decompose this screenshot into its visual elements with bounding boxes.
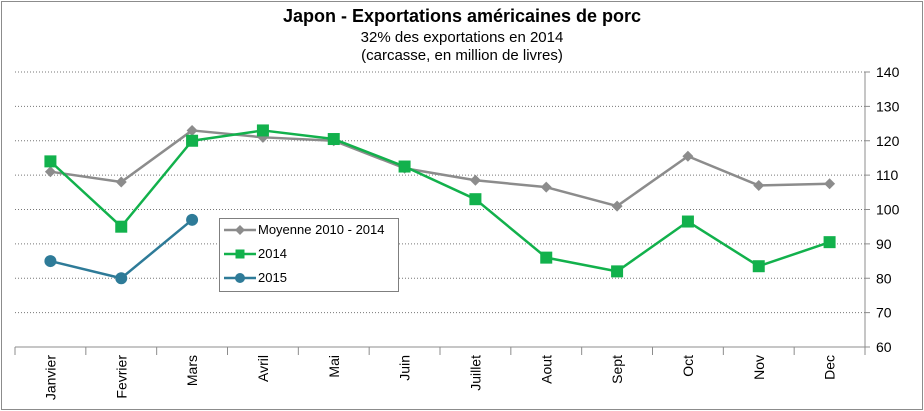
chart-subtitle: 32% des exportations en 2014	[360, 29, 564, 46]
y-tick-label: 120	[876, 133, 900, 149]
y-tick-label: 70	[876, 305, 892, 321]
point-marker	[186, 213, 199, 226]
point-marker	[753, 179, 765, 191]
legend-label-average: Moyenne 2010 - 2014	[258, 222, 385, 237]
point-marker	[115, 272, 128, 285]
point-marker	[611, 265, 624, 278]
x-tick-label: Mai	[326, 355, 342, 378]
y-tick-label: 80	[876, 270, 892, 286]
point-marker	[44, 255, 57, 268]
x-tick-label: Sept	[609, 355, 625, 384]
legend: Moyenne 2010 - 2014 2014 2015	[219, 218, 399, 292]
legend-item-average: Moyenne 2010 - 2014	[220, 219, 398, 241]
point-marker	[256, 124, 269, 137]
x-tick-label: Aout	[538, 355, 554, 384]
point-marker	[540, 251, 553, 264]
point-marker	[681, 215, 694, 228]
point-marker	[115, 176, 127, 188]
chart-subtitle-units: (carcasse, en million de livres)	[361, 47, 563, 64]
point-marker	[752, 260, 765, 273]
point-marker	[327, 133, 340, 146]
legend-label-2014: 2014	[258, 246, 287, 261]
point-marker	[115, 220, 128, 233]
x-tick-label: Janvier	[42, 355, 58, 400]
y-tick-label: 60	[876, 339, 892, 355]
x-tick-label: Mars	[184, 355, 200, 386]
point-marker	[186, 124, 198, 136]
chart-title: Japon - Exportations américaines de porc	[282, 6, 642, 26]
point-marker	[682, 150, 694, 162]
legend-marker-average	[224, 225, 256, 235]
x-tick-label: Dec	[822, 355, 838, 380]
y-tick-label: 110	[876, 167, 899, 183]
point-marker	[469, 174, 481, 186]
legend-marker-2014	[224, 249, 256, 259]
point-marker	[540, 181, 552, 193]
point-marker	[44, 155, 57, 168]
series-line-0	[50, 129, 830, 208]
x-tick-label: Juillet	[467, 355, 483, 391]
legend-item-2014: 2014	[220, 243, 398, 265]
x-tick-label: Nov	[751, 355, 767, 380]
x-tick-label: Fevrier	[113, 355, 129, 399]
point-marker	[611, 200, 623, 212]
x-tick-label: Juin	[397, 355, 413, 381]
point-marker	[44, 166, 56, 178]
point-marker	[823, 236, 836, 249]
x-tick-label: Oct	[680, 355, 696, 377]
series-line-1	[49, 129, 830, 273]
y-tick-label: 90	[876, 236, 892, 252]
point-marker	[824, 178, 836, 190]
point-marker	[186, 134, 199, 147]
y-tick-label: 100	[876, 202, 900, 218]
legend-item-2015: 2015	[220, 267, 398, 289]
point-marker	[469, 193, 482, 206]
legend-marker-2015	[224, 273, 256, 283]
point-marker	[398, 160, 411, 173]
y-tick-label: 140	[876, 64, 900, 80]
y-tick-label: 130	[876, 98, 900, 114]
x-tick-label: Avril	[255, 355, 271, 382]
legend-label-2015: 2015	[258, 270, 287, 285]
